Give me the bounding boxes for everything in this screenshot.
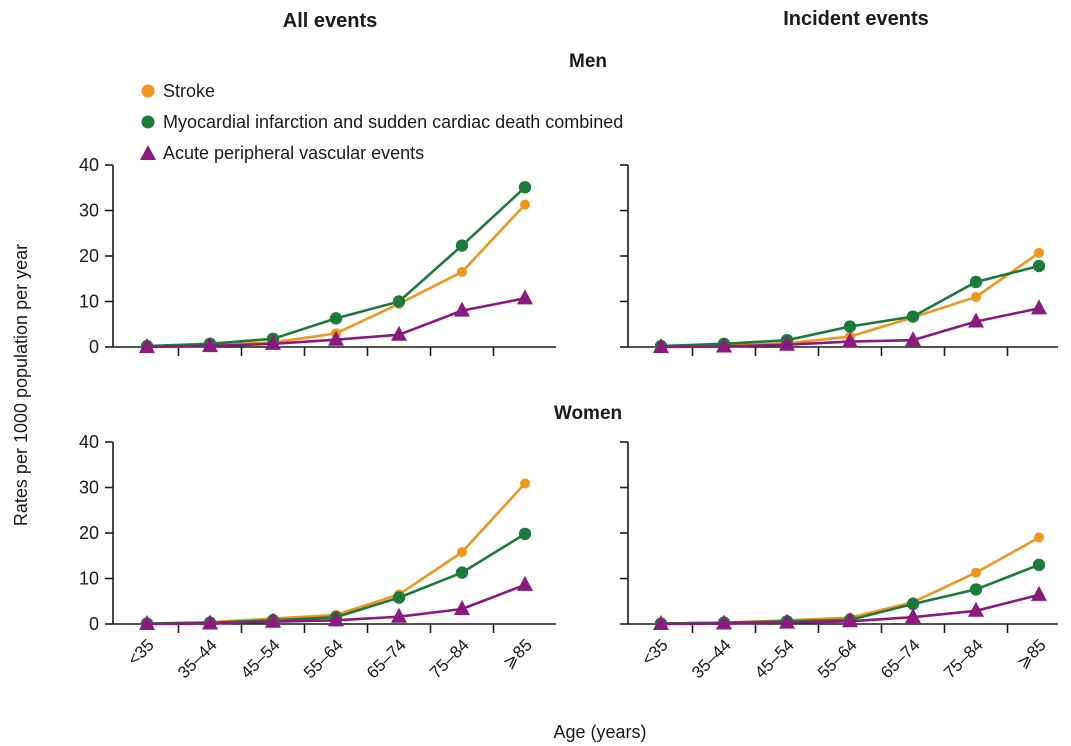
- x-tick-label: 65–74: [877, 635, 924, 682]
- panel-men-incident-events: [620, 164, 1058, 356]
- data-point-acute-peripheral-vascular-events: [139, 338, 155, 353]
- column-title-incident-events: Incident events: [783, 8, 929, 30]
- legend-label-stroke: Stroke: [163, 81, 215, 101]
- row-title-men: Men: [569, 51, 607, 72]
- data-point-acute-peripheral-vascular-events: [454, 301, 470, 317]
- series-line-stroke: [660, 536, 1040, 625]
- data-point-myocardial-infarction-and-sudden-cardiac: [906, 310, 920, 323]
- data-point-stroke: [520, 478, 530, 489]
- y-tick-label: 0: [89, 337, 99, 357]
- x-tick-label: <35: [638, 635, 672, 669]
- row-title-women: Women: [554, 403, 622, 424]
- data-point-myocardial-infarction-and-sudden-cardiac: [969, 275, 983, 289]
- y-axis-label: Rates per 1000 population per year: [11, 244, 31, 526]
- data-point-stroke: [971, 291, 981, 302]
- data-point-acute-peripheral-vascular-events: [265, 334, 281, 350]
- x-tick-label: ⩾85: [499, 635, 536, 672]
- data-point-stroke: [1034, 532, 1044, 543]
- data-point-acute-peripheral-vascular-events: [202, 614, 218, 630]
- data-point-acute-peripheral-vascular-events: [1031, 299, 1047, 315]
- data-point-myocardial-infarction-and-sudden-cardiac: [392, 591, 406, 604]
- data-point-acute-peripheral-vascular-events: [653, 615, 669, 630]
- y-tick-label: 20: [79, 523, 99, 543]
- data-point-myocardial-infarction-and-sudden-cardiac: [329, 312, 343, 325]
- x-tick-label: 35–44: [688, 635, 735, 682]
- data-point-acute-peripheral-vascular-events: [842, 612, 858, 628]
- x-tick-label: ⩾85: [1013, 635, 1050, 672]
- y-tick-label: 0: [89, 614, 99, 634]
- data-point-acute-peripheral-vascular-events: [653, 338, 669, 353]
- y-tick-label: 30: [79, 478, 99, 498]
- panel-men-all-events: 0 10 20 30 40: [79, 155, 556, 357]
- data-point-acute-peripheral-vascular-events: [328, 330, 344, 346]
- data-point-acute-peripheral-vascular-events: [1031, 585, 1047, 601]
- legend-marker-mi: [141, 115, 155, 129]
- legend-label-mi: Myocardial infarction and sudden cardiac…: [163, 112, 623, 132]
- data-point-stroke: [1034, 247, 1044, 258]
- data-point-acute-peripheral-vascular-events: [517, 575, 533, 591]
- data-point-acute-peripheral-vascular-events: [139, 615, 155, 630]
- legend-label-pve: Acute peripheral vascular events: [163, 143, 424, 163]
- data-point-stroke: [520, 199, 530, 210]
- data-point-acute-peripheral-vascular-events: [454, 599, 470, 615]
- y-tick-label: 40: [79, 155, 99, 175]
- data-point-acute-peripheral-vascular-events: [905, 331, 921, 347]
- data-point-acute-peripheral-vascular-events: [716, 337, 732, 353]
- y-tick-label: 10: [79, 292, 99, 312]
- x-tick-label: 75–84: [426, 635, 473, 682]
- data-point-myocardial-infarction-and-sudden-cardiac: [906, 597, 920, 611]
- data-point-stroke: [457, 266, 467, 277]
- data-point-acute-peripheral-vascular-events: [779, 613, 795, 629]
- series-line-stroke: [146, 203, 526, 348]
- series-line-stroke: [146, 482, 526, 625]
- x-tick-label: 75–84: [940, 635, 987, 682]
- data-point-myocardial-infarction-and-sudden-cardiac: [518, 181, 532, 194]
- data-point-myocardial-infarction-and-sudden-cardiac: [1032, 558, 1046, 572]
- data-point-myocardial-infarction-and-sudden-cardiac: [455, 566, 469, 579]
- y-tick-label: 40: [79, 432, 99, 452]
- data-point-acute-peripheral-vascular-events: [391, 607, 407, 623]
- x-tick-label: 45–54: [237, 635, 284, 682]
- y-tick-label: 30: [79, 201, 99, 221]
- data-point-myocardial-infarction-and-sudden-cardiac: [518, 527, 532, 541]
- data-point-acute-peripheral-vascular-events: [391, 325, 407, 341]
- data-point-myocardial-infarction-and-sudden-cardiac: [1032, 259, 1046, 273]
- x-tick-label: 65–74: [363, 635, 410, 682]
- data-point-acute-peripheral-vascular-events: [517, 289, 533, 305]
- legend: Stroke Myocardial infarction and sudden …: [140, 81, 623, 163]
- data-point-acute-peripheral-vascular-events: [716, 614, 732, 630]
- x-tick-label: 35–44: [174, 635, 221, 682]
- x-tick-label: 55–64: [300, 635, 347, 682]
- data-point-acute-peripheral-vascular-events: [265, 612, 281, 628]
- data-point-acute-peripheral-vascular-events: [328, 611, 344, 627]
- legend-marker-stroke: [141, 84, 155, 98]
- data-point-acute-peripheral-vascular-events: [968, 312, 984, 328]
- y-tick-label: 20: [79, 246, 99, 266]
- x-tick-label: <35: [124, 635, 158, 669]
- y-tick-label: 10: [79, 569, 99, 589]
- data-point-stroke: [971, 567, 981, 578]
- panel-women-all-events: 0 10 20 30 40 <35 35–44 45–54 55–64 65–74 75–84 ⩾85: [79, 432, 556, 682]
- legend-marker-pve: [140, 145, 156, 160]
- data-point-acute-peripheral-vascular-events: [905, 608, 921, 624]
- x-tick-label: 45–54: [751, 635, 798, 682]
- data-point-myocardial-infarction-and-sudden-cardiac: [969, 583, 983, 596]
- x-axis-label: Age (years): [553, 722, 646, 742]
- data-point-acute-peripheral-vascular-events: [779, 335, 795, 351]
- data-point-myocardial-infarction-and-sudden-cardiac: [455, 239, 469, 252]
- column-title-all-events: All events: [283, 10, 377, 32]
- data-point-myocardial-infarction-and-sudden-cardiac: [392, 295, 406, 308]
- panel-women-incident-events: <35 35–44 45–54 55–64 65–74 75–84 ⩾85: [620, 441, 1058, 682]
- x-tick-label: 55–64: [814, 635, 861, 682]
- data-point-acute-peripheral-vascular-events: [842, 332, 858, 348]
- data-point-myocardial-infarction-and-sudden-cardiac: [843, 320, 857, 333]
- data-point-stroke: [457, 547, 467, 558]
- data-point-acute-peripheral-vascular-events: [202, 337, 218, 353]
- data-point-acute-peripheral-vascular-events: [968, 601, 984, 617]
